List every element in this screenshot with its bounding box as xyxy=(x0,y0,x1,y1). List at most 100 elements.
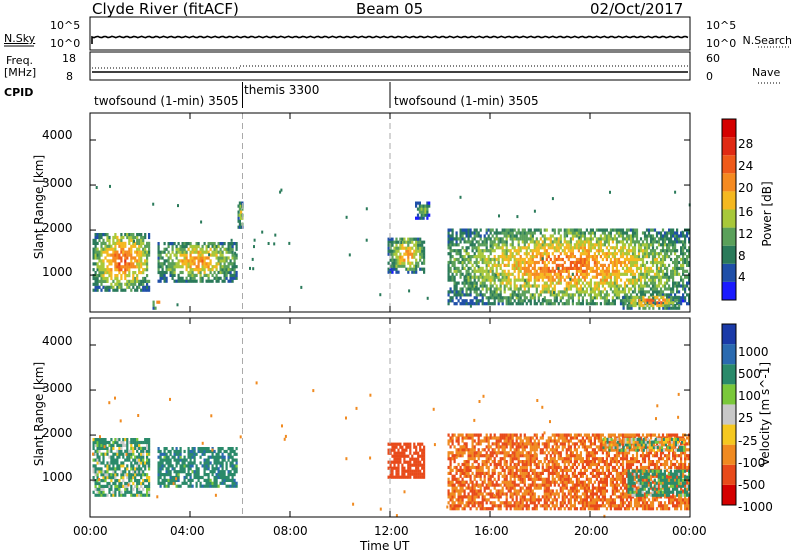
velocity-sparse-echo xyxy=(433,443,436,447)
cpid-segment-1: twofsound (1-min) 3505 xyxy=(94,94,239,108)
power-sparse-echo xyxy=(553,291,555,295)
velocity-colorbar-swatch-3 xyxy=(722,424,736,445)
power-sparse-echo xyxy=(609,190,611,194)
power-cb-tick-24: 24 xyxy=(738,159,754,173)
power-cb-tick-16: 16 xyxy=(738,205,754,219)
velocity-sparse-echo xyxy=(119,419,122,423)
velocity-sparse-echo xyxy=(455,455,458,459)
vel-cb-tick-m500: -500 xyxy=(738,478,766,492)
nsearch-tick-bottom: 10^0 xyxy=(706,37,737,50)
vel-cb-tick-m100: -100 xyxy=(738,456,766,470)
power-sparse-echo xyxy=(176,303,179,307)
power-cb-tick-20: 20 xyxy=(738,181,754,195)
nsky-panel xyxy=(89,16,691,51)
power-sparse-echo xyxy=(267,242,270,245)
power-colorbar-swatch-4 xyxy=(722,209,736,228)
vel-cb-tick-1000: 1000 xyxy=(738,345,769,359)
velocity-colorbar-swatch-2 xyxy=(722,444,736,465)
power-sparse-echo xyxy=(578,236,581,240)
power-ytick-3000: 3000 xyxy=(42,176,73,190)
velocity-colorbar-swatch-6 xyxy=(722,364,736,385)
power-sparse-echo xyxy=(475,285,478,289)
velocity-sparse-echo xyxy=(543,431,546,435)
cpid-segment-3: twofsound (1-min) 3505 xyxy=(394,94,539,108)
power-cb-tick-12: 12 xyxy=(738,227,754,241)
power-sparse-echo xyxy=(477,265,480,269)
power-sparse-echo xyxy=(516,294,519,297)
power-colorbar-swatch-1 xyxy=(722,263,736,282)
velocity-ytick-2000: 2000 xyxy=(42,426,73,440)
station-title: Clyde River (fitACF) xyxy=(92,0,239,18)
velocity-sparse-echo xyxy=(432,407,435,411)
power-sparse-echo xyxy=(249,266,251,270)
power-sparse-echo xyxy=(569,277,572,281)
velocity-ytick-4000: 4000 xyxy=(42,334,73,348)
power-sparse-echo xyxy=(681,230,684,234)
power-sparse-echo xyxy=(464,274,467,278)
velocity-sparse-echo xyxy=(352,502,355,506)
velocity-sparse-echo xyxy=(312,389,315,393)
power-sparse-echo xyxy=(652,296,655,300)
power-sparse-echo xyxy=(566,234,569,238)
cpid-label: CPID xyxy=(4,86,34,99)
beam-title: Beam 05 xyxy=(356,0,424,18)
velocity-sparse-echo xyxy=(555,446,558,450)
velocity-colorbar-swatch-0 xyxy=(722,484,736,505)
power-sparse-echo xyxy=(251,257,254,261)
power-sparse-echo xyxy=(348,253,351,257)
power-echo-region-7 xyxy=(622,295,681,310)
velocity-sparse-echo xyxy=(668,478,671,482)
velocity-sparse-echo xyxy=(541,405,544,409)
power-sparse-echo xyxy=(95,186,98,189)
velocity-sparse-echo xyxy=(239,435,242,439)
velocity-sparse-echo xyxy=(127,483,130,487)
nave-tick-top: 60 xyxy=(706,52,720,65)
power-ytick-1000: 1000 xyxy=(42,265,73,279)
vel-cb-tick-100: 100 xyxy=(738,389,761,403)
xtick-2: 08:00 xyxy=(273,524,308,538)
power-sparse-echo xyxy=(469,304,472,308)
nsearch-label: N.Search xyxy=(742,34,792,47)
velocity-colorbar-swatch-1 xyxy=(722,464,736,485)
freq-panel xyxy=(89,51,691,81)
freq-tick-bottom: 8 xyxy=(66,70,73,83)
velocity-colorbar-swatch-5 xyxy=(722,384,736,405)
velocity-sparse-echo xyxy=(214,493,217,497)
velocity-sparse-echo xyxy=(156,495,159,499)
power-colorbar-swatch-5 xyxy=(722,191,736,210)
velocity-sparse-echo xyxy=(284,434,287,438)
velocity-colorbar-swatch-7 xyxy=(722,344,736,365)
power-sparse-echo xyxy=(261,230,264,234)
power-sparse-echo xyxy=(252,267,255,271)
velocity-sparse-echo xyxy=(355,406,358,410)
velocity-sparse-echo xyxy=(482,394,485,398)
velocity-sparse-echo xyxy=(535,452,538,456)
power-sparse-echo xyxy=(230,238,233,242)
xtick-6: 00:00 xyxy=(672,524,707,538)
nave-tick-bottom: 0 xyxy=(706,70,713,83)
xtick-5: 20:00 xyxy=(574,524,609,538)
velocity-sparse-echo xyxy=(114,396,116,400)
velocity-sparse-echo xyxy=(283,437,286,441)
power-sparse-echo xyxy=(571,272,574,276)
power-sparse-echo xyxy=(459,195,462,199)
power-sparse-echo xyxy=(489,244,492,248)
velocity-sparse-echo xyxy=(211,448,214,452)
power-sparse-echo xyxy=(273,242,276,246)
freq-label: Freq. xyxy=(6,54,34,67)
velocity-sparse-echo xyxy=(462,445,465,448)
velocity-sparse-echo xyxy=(677,392,680,396)
velocity-sparse-echo xyxy=(677,415,680,419)
nsky-tick-top: 10^5 xyxy=(50,19,81,32)
velocity-sparse-echo xyxy=(642,469,645,473)
velocity-sparse-echo xyxy=(103,445,106,449)
power-sparse-echo xyxy=(400,241,403,244)
velocity-sparse-echo xyxy=(473,418,476,422)
power-ytick-4000: 4000 xyxy=(42,128,73,142)
velocity-sparse-echo xyxy=(99,435,101,439)
nsearch-tick-top: 10^5 xyxy=(706,19,737,32)
power-sparse-echo xyxy=(288,241,291,245)
power-colorbar-swatch-7 xyxy=(722,155,736,174)
velocity-ytick-1000: 1000 xyxy=(42,470,73,484)
power-cb-tick-8: 8 xyxy=(738,249,746,263)
